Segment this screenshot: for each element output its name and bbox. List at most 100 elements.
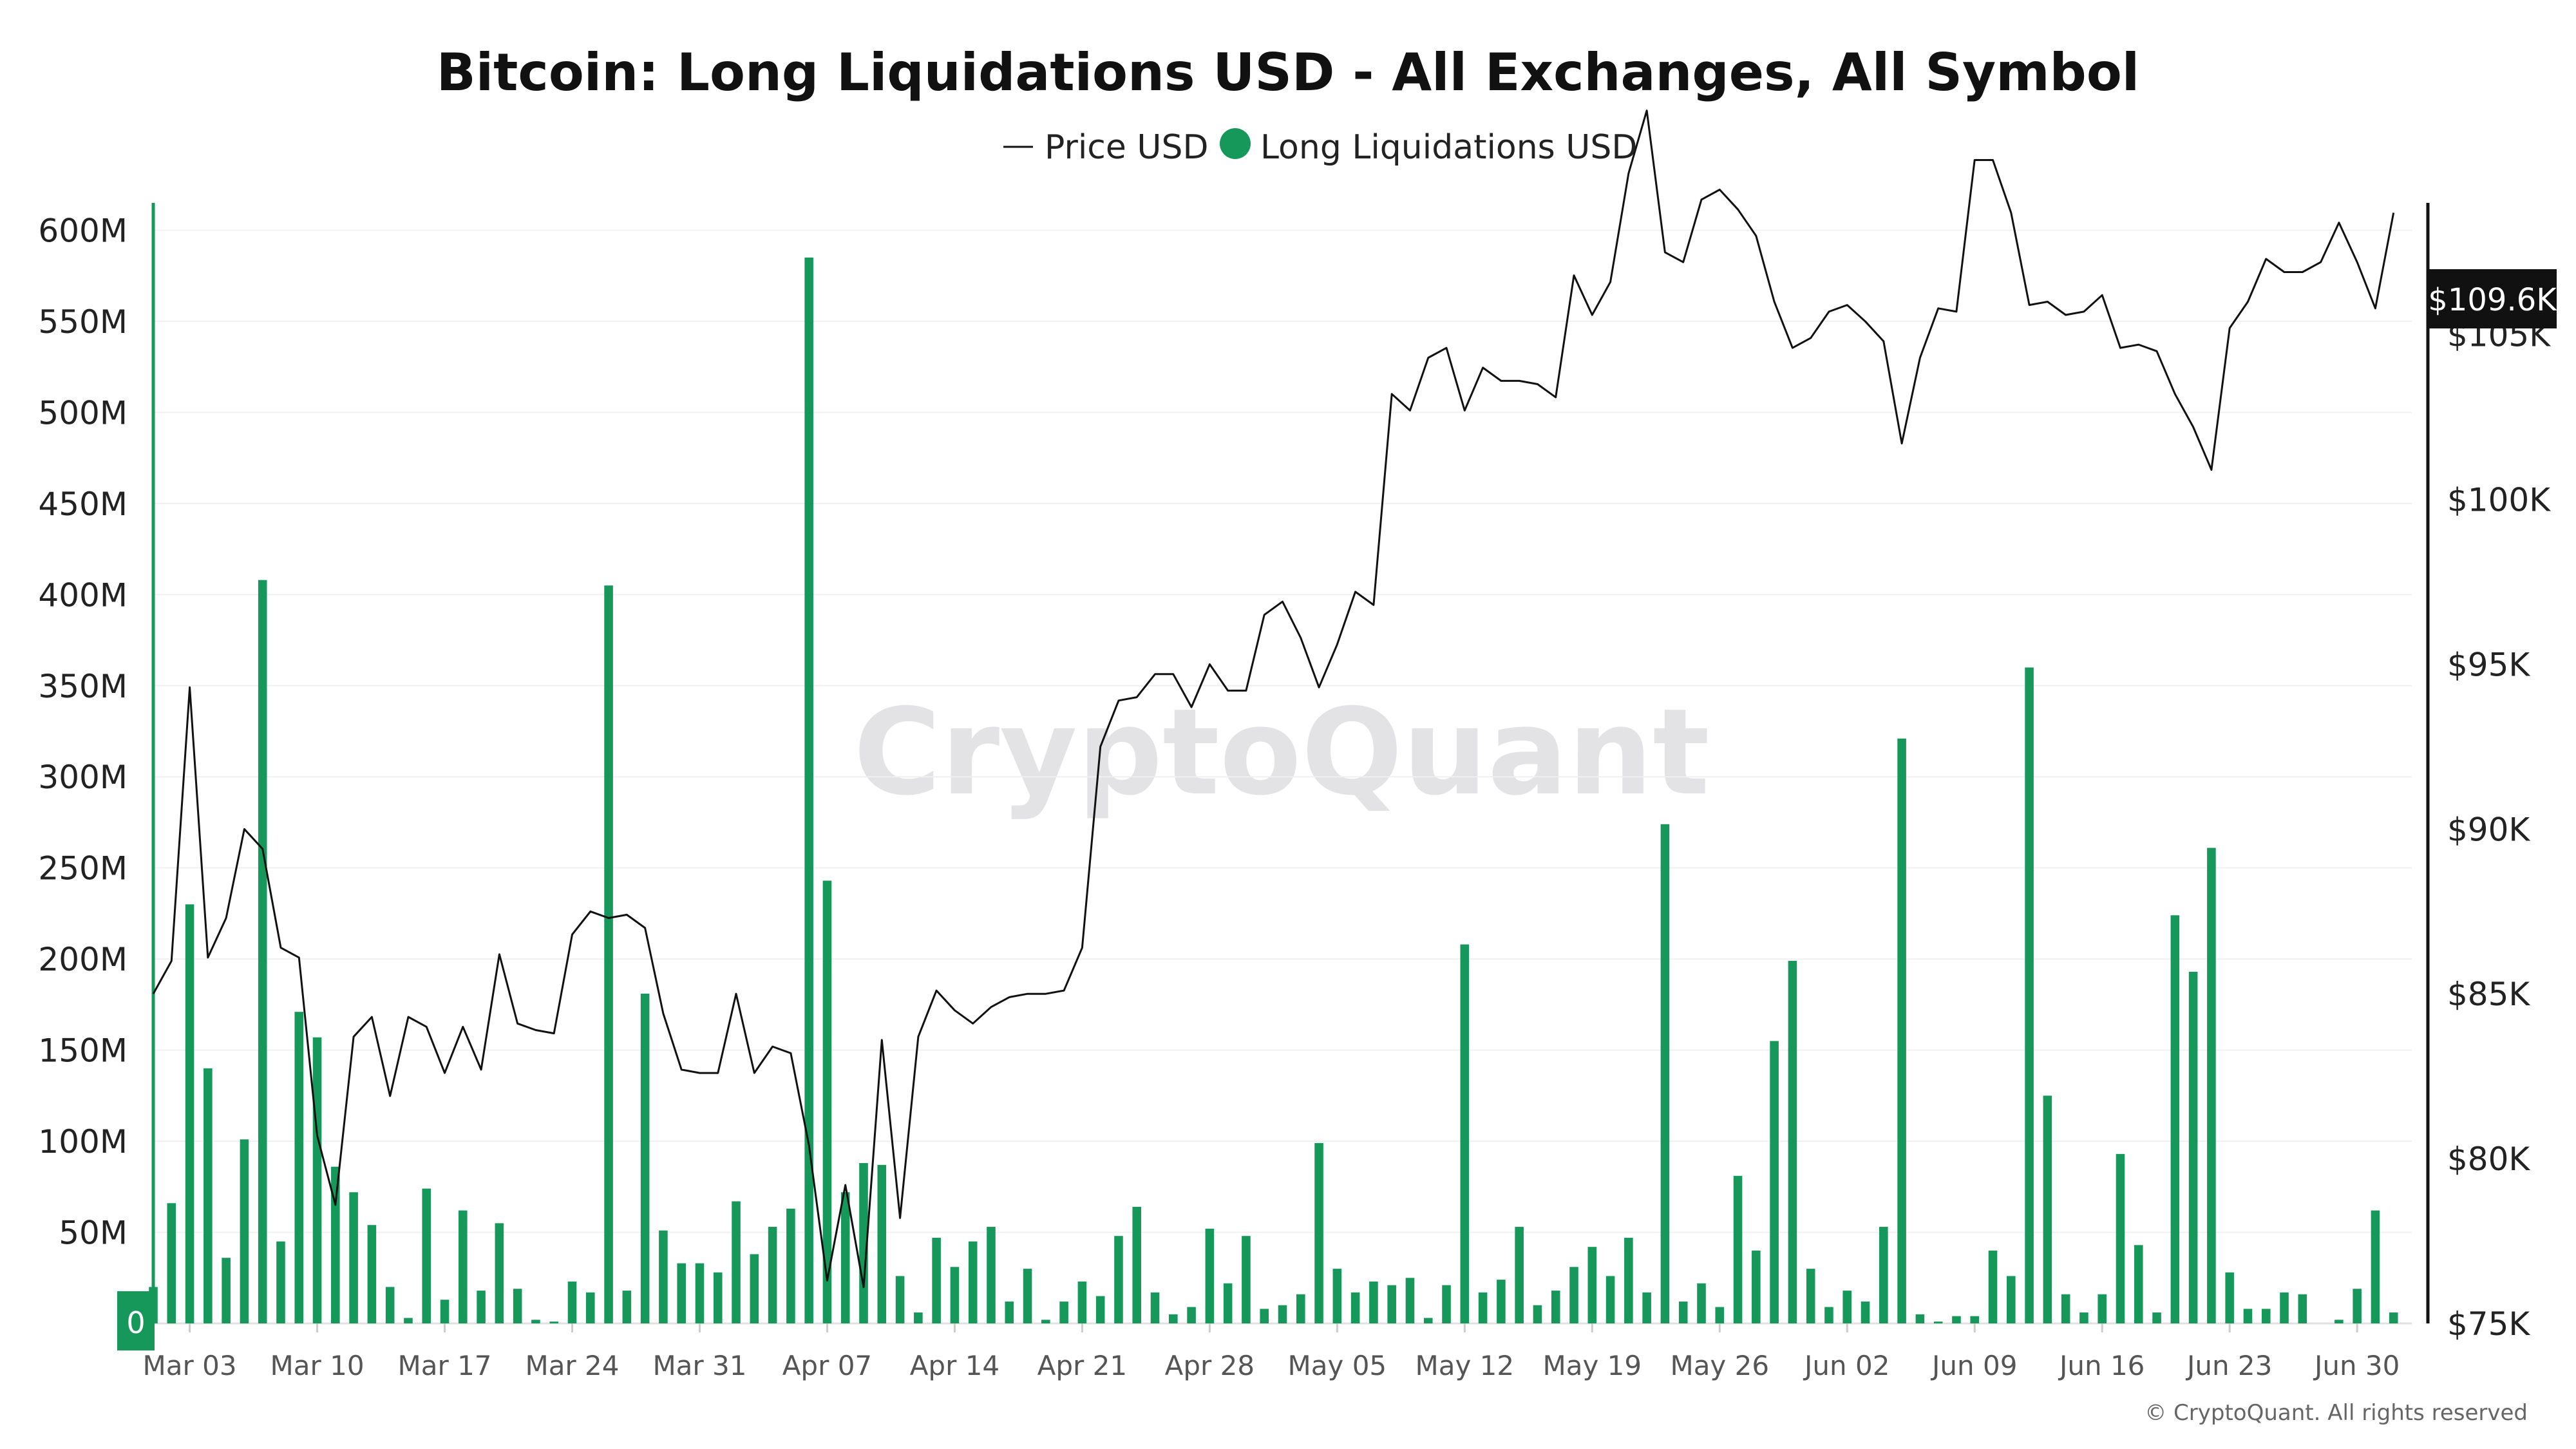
liquidation-bar — [2280, 1292, 2289, 1323]
left-tick-label: 550M — [38, 303, 128, 341]
liquidation-bar — [1260, 1309, 1269, 1323]
copyright-text: © CryptoQuant. All rights reserved — [2145, 1400, 2528, 1426]
liquidation-bar — [1806, 1269, 1815, 1323]
left-tick-label: 600M — [38, 212, 128, 249]
left-tick-label: 400M — [38, 576, 128, 614]
liquidation-bar — [1296, 1294, 1305, 1323]
liquidation-bar — [1242, 1236, 1251, 1323]
liquidation-bar — [1150, 1292, 1160, 1323]
liquidation-bar — [1788, 960, 1797, 1323]
liquidation-bar — [1861, 1302, 1870, 1323]
liquidation-bar — [1187, 1307, 1196, 1323]
liquidation-bar — [1515, 1227, 1524, 1323]
liquidation-bar — [1442, 1285, 1451, 1323]
liquidation-bar — [2061, 1294, 2070, 1323]
x-tick-label: Apr 28 — [1165, 1350, 1255, 1381]
liquidation-bar — [1223, 1283, 1233, 1323]
left-tick-label: 450M — [38, 486, 128, 523]
liquidation-bar — [1497, 1280, 1506, 1323]
price-usd-line — [152, 109, 2395, 1289]
liquidation-bar — [2371, 1210, 2380, 1323]
x-tick-label: Jun 30 — [2313, 1350, 2400, 1381]
liquidation-bar — [2134, 1245, 2143, 1323]
liquidation-bar — [1770, 1041, 1779, 1323]
liquidation-bar — [385, 1287, 395, 1323]
liquidation-bar — [1278, 1305, 1287, 1323]
liquidation-bar — [2243, 1309, 2253, 1323]
liquidation-bar — [804, 257, 813, 1323]
liquidation-bar — [349, 1192, 358, 1323]
liquidation-bar — [1624, 1238, 1633, 1323]
right-tick-label: $100K — [2447, 482, 2551, 519]
liquidation-bar — [204, 1068, 213, 1323]
legend-price-label: Price USD — [1045, 128, 1209, 167]
liquidation-bar — [768, 1227, 777, 1323]
liquidation-bar — [1387, 1285, 1396, 1323]
liquidation-bar — [2389, 1312, 2398, 1323]
liquidation-bar — [1460, 944, 1470, 1323]
liquidation-bar — [2170, 915, 2180, 1323]
liquidation-bar — [2079, 1312, 2088, 1323]
liquidation-bar — [1988, 1250, 1998, 1323]
liquidation-bar — [1842, 1291, 1852, 1323]
liquidation-bar — [895, 1276, 905, 1323]
liquidation-bar — [367, 1225, 377, 1323]
liquidation-bar — [1660, 824, 1670, 1323]
left-tick-label: 200M — [38, 941, 128, 978]
liquidation-bar — [1678, 1302, 1688, 1323]
x-tick-label: Jun 16 — [2058, 1350, 2145, 1381]
liquidation-bar — [604, 585, 613, 1323]
x-tick-label: May 12 — [1416, 1350, 1515, 1381]
liquidation-bar — [422, 1188, 431, 1323]
right-tick-label: $75K — [2447, 1305, 2530, 1343]
liquidation-bar — [786, 1208, 795, 1323]
liquidation-bar — [1332, 1269, 1342, 1323]
last-price-badge-bg — [2428, 269, 2557, 328]
liquidation-bar — [659, 1230, 668, 1323]
x-tick-label: Mar 31 — [652, 1350, 746, 1381]
watermark-text: CryptoQuant — [853, 683, 1710, 822]
liquidation-bar — [2098, 1294, 2107, 1323]
liquidation-bar — [2298, 1294, 2307, 1323]
left-y-axis: 50M 100M 150M 200M 250M 300M 350M 400M 450M 500M 5… — [38, 212, 128, 1251]
liquidation-bar — [1023, 1269, 1032, 1323]
left-tick-label: 500M — [38, 394, 128, 431]
liquidation-bar — [1533, 1305, 1542, 1323]
legend: Price USD Long Liquidations USD — [1003, 128, 1637, 167]
liquidation-bar — [732, 1201, 741, 1323]
liquidation-bar — [1569, 1267, 1578, 1323]
liquidation-bar — [968, 1241, 978, 1323]
liquidation-bar — [2353, 1289, 2362, 1323]
x-tick-label: May 19 — [1542, 1350, 1642, 1381]
left-tick-label: 350M — [38, 668, 128, 705]
legend-liquidations-label: Long Liquidations USD — [1260, 128, 1637, 167]
legend-liquidations-dot-icon — [1220, 128, 1251, 159]
liquidation-bar — [2261, 1309, 2271, 1323]
chart-title: Bitcoin: Long Liquidations USD - All Exc… — [437, 43, 2139, 102]
liquidation-bar — [1551, 1291, 1560, 1323]
liquidation-bar — [167, 1203, 176, 1323]
liquidation-bar — [312, 1037, 322, 1323]
right-tick-label: $90K — [2447, 811, 2530, 848]
x-axis: Mar 03 Mar 10 Mar 17 Mar 24 Mar 31 Apr 07 Apr … — [143, 1323, 2400, 1381]
liquidation-bar — [2152, 1312, 2161, 1323]
last-price-badge: $109.6K — [2428, 269, 2557, 328]
liquidation-bar — [477, 1291, 486, 1323]
x-tick-label: Apr 07 — [782, 1350, 872, 1381]
liquidation-bar — [677, 1263, 686, 1323]
liquidation-bar — [713, 1272, 723, 1323]
liquidation-bar — [459, 1210, 468, 1323]
liquidation-bar — [1114, 1236, 1123, 1323]
liquidation-bar — [877, 1164, 887, 1323]
liquidation-bar — [1824, 1307, 1833, 1323]
zero-badge-text: 0 — [126, 1305, 145, 1340]
liquidation-bar — [822, 880, 832, 1323]
liquidation-bar — [440, 1300, 450, 1323]
liquidation-bar — [2043, 1095, 2052, 1323]
x-tick-label: Jun 02 — [1803, 1350, 1889, 1381]
liquidation-bar — [531, 1320, 540, 1323]
x-tick-label: May 05 — [1288, 1350, 1387, 1381]
liquidation-bar — [585, 1292, 595, 1323]
liquidation-bar — [1405, 1278, 1415, 1323]
liquidation-bar — [1169, 1314, 1178, 1323]
